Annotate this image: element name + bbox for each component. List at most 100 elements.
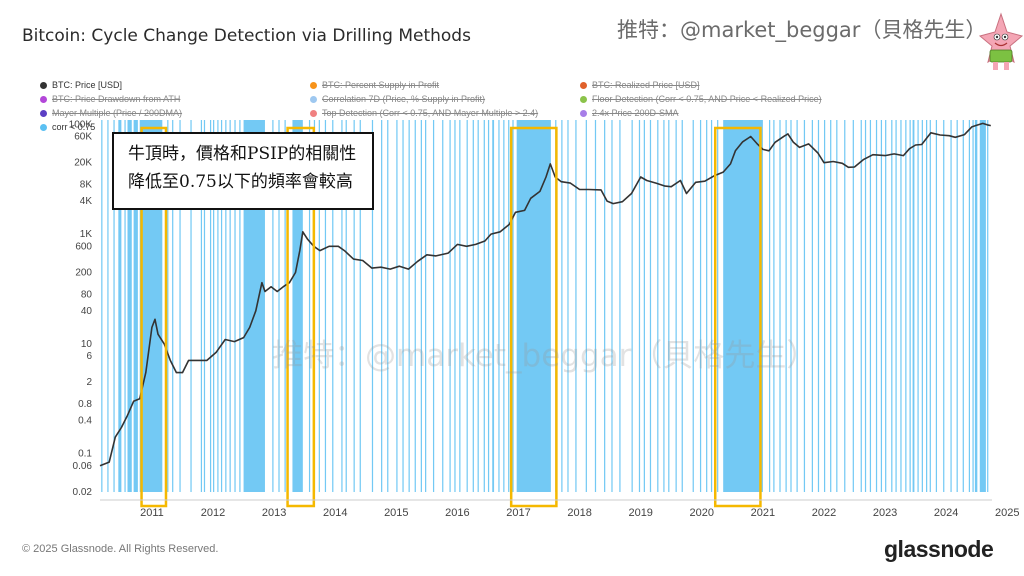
corr-bar xyxy=(229,120,231,492)
corr-bar xyxy=(968,120,971,492)
corr-bar xyxy=(512,120,514,492)
corr-bar xyxy=(179,120,181,492)
corr-bar xyxy=(381,120,383,492)
legend-item[interactable]: Correlation 7D (Price, % Supply in Profi… xyxy=(310,94,485,104)
y-tick-label: 0.02 xyxy=(73,487,93,498)
corr-bar xyxy=(864,120,867,492)
y-tick-label: 0.1 xyxy=(78,449,92,460)
corr-bar xyxy=(891,120,893,492)
y-tick-label: 0.4 xyxy=(78,416,92,427)
corr-bar xyxy=(243,120,265,492)
corr-bar xyxy=(118,120,122,492)
x-tick-label: 2019 xyxy=(628,507,652,519)
corr-bar xyxy=(619,120,621,492)
corr-bar xyxy=(830,120,832,492)
corr-bar xyxy=(442,120,444,492)
corr-bar xyxy=(723,120,763,492)
legend-dot-icon xyxy=(580,95,587,103)
corr-bar xyxy=(790,120,792,492)
y-tick-label: 2 xyxy=(86,377,92,388)
corr-bar xyxy=(454,120,456,492)
legend-item[interactable]: BTC: Price Drawdown from ATH xyxy=(40,94,180,104)
corr-bar xyxy=(675,120,677,492)
x-tick-label: 2021 xyxy=(751,507,775,519)
legend-item[interactable]: Mayer Multiple (Price / 200DMA) xyxy=(40,108,182,118)
corr-bar xyxy=(190,120,192,492)
legend-item[interactable]: 2.4x Price 200D-SMA xyxy=(580,108,679,118)
corr-bar xyxy=(972,120,974,492)
legend-dot-icon xyxy=(580,109,587,117)
y-tick-label: 10 xyxy=(81,339,93,350)
legend-dot-icon xyxy=(40,123,47,131)
legend-dot-icon xyxy=(310,95,317,103)
y-tick-label: 0.8 xyxy=(78,399,92,410)
annotation-box: 牛頂時，價格和PSIP的相關性 降低至0.75以下的頻率會較高 xyxy=(112,132,374,210)
legend-label: corr < 0.75 xyxy=(52,122,96,132)
corr-bar xyxy=(278,120,280,492)
corr-bar xyxy=(217,120,219,492)
corr-bar xyxy=(803,120,806,492)
corr-bar xyxy=(699,120,702,492)
corr-bar xyxy=(359,120,361,492)
legend-label: Mayer Multiple (Price / 200DMA) xyxy=(52,108,183,118)
legend-label: 2.4x Price 200D-SMA xyxy=(592,108,679,118)
price-line xyxy=(99,122,991,467)
corr-bar xyxy=(107,120,109,492)
corr-bar xyxy=(387,120,389,492)
x-tick-label: 2017 xyxy=(506,507,530,519)
corr-bar xyxy=(692,120,694,492)
corr-bar xyxy=(200,120,203,492)
top-highlight-box xyxy=(140,126,168,508)
corr-bar xyxy=(472,120,474,492)
corr-bar xyxy=(900,120,902,492)
corr-bar xyxy=(926,120,928,492)
corr-bar xyxy=(681,120,683,492)
corr-bar xyxy=(779,120,781,492)
x-tick-label: 2014 xyxy=(323,507,347,519)
annotation-line-1: 牛頂時，價格和PSIP的相關性 xyxy=(128,144,357,164)
corr-bar xyxy=(950,120,952,492)
corr-bar xyxy=(823,120,826,492)
corr-bar xyxy=(912,120,915,492)
corr-bar xyxy=(220,120,223,492)
legend-item[interactable]: corr < 0.75 xyxy=(40,122,95,132)
corr-bar xyxy=(987,120,989,492)
corr-bar xyxy=(836,120,838,492)
legend-item[interactable]: BTC: Realized Price [USD] xyxy=(580,80,700,90)
corr-bar xyxy=(561,120,563,492)
corr-bar xyxy=(172,120,174,492)
corr-bar xyxy=(638,120,641,492)
legend-item[interactable]: Top Detection (Corr < 0.75, AND Mayer Mu… xyxy=(310,108,538,118)
corr-bar xyxy=(101,120,103,492)
corr-bar xyxy=(974,120,978,492)
corr-bar xyxy=(631,120,633,492)
corr-bar xyxy=(225,120,227,492)
legend-dot-icon xyxy=(580,81,587,89)
corr-bar xyxy=(885,120,887,492)
corr-bar xyxy=(594,120,597,492)
corr-bar xyxy=(503,120,505,492)
legend-item[interactable]: BTC: Price [USD] xyxy=(40,80,122,90)
corr-bar xyxy=(649,120,652,492)
legend-item[interactable]: Floor Detection (Corr < 0.75, AND Price … xyxy=(580,94,822,104)
corr-bar xyxy=(657,120,659,492)
corr-bar xyxy=(935,120,938,492)
corr-bar xyxy=(962,120,964,492)
y-tick-label: 40 xyxy=(81,306,93,317)
x-tick-label: 2012 xyxy=(201,507,225,519)
corr-bar xyxy=(875,120,878,492)
corr-bar xyxy=(516,120,551,492)
legend-item[interactable]: BTC: Percent Supply in Profit xyxy=(310,80,439,90)
legend-label: BTC: Realized Price [USD] xyxy=(592,80,700,90)
corr-bar xyxy=(567,120,569,492)
copyright: © 2025 Glassnode. All Rights Reserved. xyxy=(22,543,219,555)
corr-bar xyxy=(585,120,587,492)
x-tick-label: 2025 xyxy=(995,507,1019,519)
corr-bar xyxy=(611,120,613,492)
y-tick-label: 6 xyxy=(86,351,92,362)
corr-bar xyxy=(773,120,775,492)
corr-bar xyxy=(796,120,798,492)
corr-bar xyxy=(371,120,374,492)
legend-label: BTC: Percent Supply in Profit xyxy=(322,80,440,90)
